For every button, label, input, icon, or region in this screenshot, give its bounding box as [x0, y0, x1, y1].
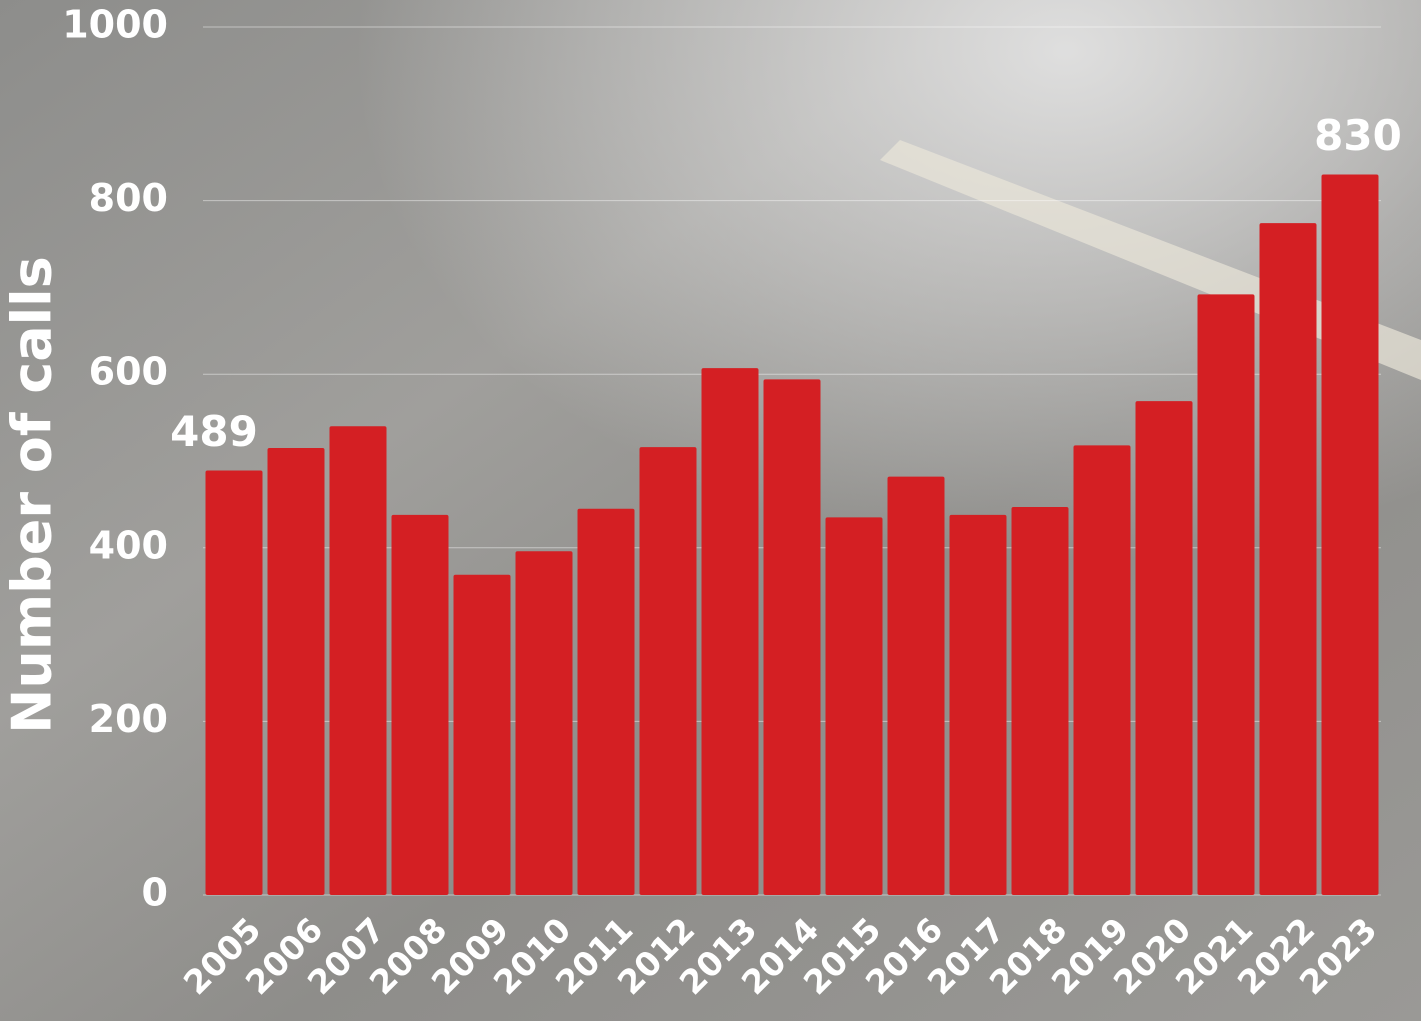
value-label: 830 — [1314, 111, 1402, 160]
bar — [1321, 174, 1379, 895]
bar — [329, 426, 387, 895]
bar — [205, 470, 263, 895]
bar — [1011, 507, 1069, 895]
bar — [1135, 401, 1193, 895]
bar — [577, 508, 635, 895]
bar — [639, 447, 697, 895]
bar — [391, 514, 449, 895]
y-axis-title: Number of calls — [1, 256, 64, 734]
y-tick-label: 0 — [142, 871, 168, 915]
bar — [1073, 445, 1131, 895]
bar — [949, 514, 1007, 895]
bar — [887, 476, 945, 895]
y-tick-label: 400 — [89, 523, 168, 567]
bar — [515, 551, 573, 895]
bar — [453, 574, 511, 895]
y-tick-label: 600 — [89, 350, 168, 394]
y-tick-label: 200 — [89, 697, 168, 741]
bar — [1259, 223, 1317, 896]
bar — [825, 517, 883, 895]
bar — [701, 368, 759, 895]
y-tick-label: 1000 — [62, 3, 168, 47]
value-label: 489 — [170, 407, 258, 456]
bar — [1197, 294, 1255, 895]
bar — [267, 447, 325, 895]
bar — [763, 379, 821, 896]
y-tick-label: 800 — [89, 176, 168, 220]
